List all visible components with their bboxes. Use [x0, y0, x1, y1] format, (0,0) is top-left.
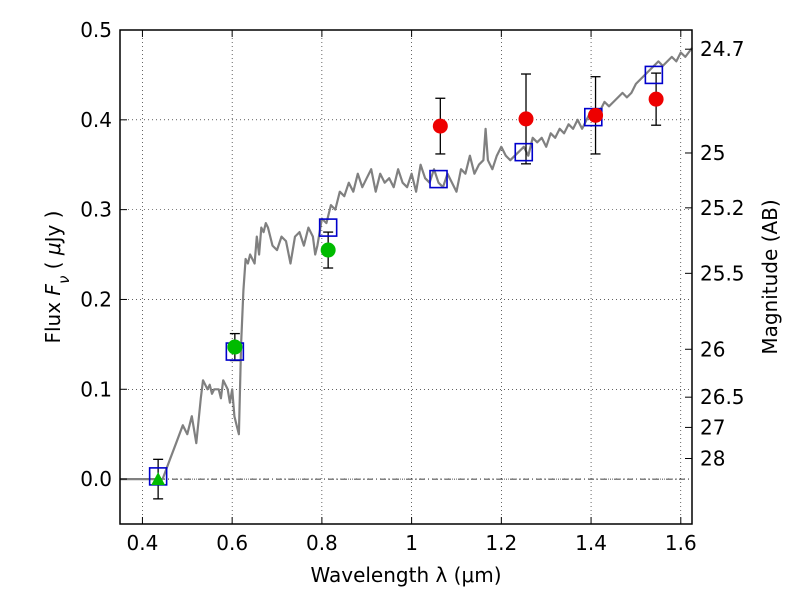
y-tick-label: 0.1 — [80, 377, 112, 401]
y-axis-title-part: μ — [41, 242, 65, 256]
magnitude-tick-label: 25.2 — [700, 196, 745, 220]
model-band-square — [514, 142, 534, 162]
y-axis-title-part: F — [41, 284, 65, 296]
x-tick-label: 0.6 — [216, 531, 248, 555]
observed-point — [518, 111, 534, 127]
y-tick-label: 0.5 — [80, 18, 112, 42]
y-tick-label: 0.2 — [80, 287, 112, 311]
observed-point — [432, 118, 448, 134]
x-tick-label: 1.2 — [485, 531, 517, 555]
data-points — [148, 65, 664, 500]
x-tick-label: 0.4 — [127, 531, 159, 555]
x-tick-label: 1.6 — [665, 531, 697, 555]
y-axis-title-part: Flux — [41, 296, 65, 344]
magnitude-tick-label: 28 — [700, 447, 725, 471]
magnitude-tick-label: 25 — [700, 141, 725, 165]
y-tick-label: 0.0 — [80, 467, 112, 491]
model-band-square — [644, 65, 664, 85]
axis-ticks — [120, 29, 692, 524]
y-axis-title: Flux Fν ( μJy ) — [41, 210, 73, 343]
observed-point — [588, 107, 604, 123]
magnitude-tick-label: 25.5 — [700, 261, 745, 285]
y-axis-title-part: Jy ) — [41, 210, 65, 244]
y-tick-label: 0.3 — [80, 198, 112, 222]
model-band-square — [318, 218, 338, 237]
x-tick-label: 1.4 — [575, 531, 607, 555]
x-axis-title: Wavelength λ (μm) — [310, 563, 501, 587]
model-band-square — [429, 169, 448, 189]
magnitude-tick-label: 26.5 — [700, 385, 745, 409]
upper-limit-triangle — [151, 472, 166, 486]
magnitude-tick-label: 24.7 — [700, 37, 745, 61]
right-axis-title: Magnitude (AB) — [758, 199, 782, 354]
observed-point — [227, 339, 243, 355]
magnitude-tick-label: 27 — [700, 415, 725, 439]
observed-point — [320, 242, 336, 258]
y-axis-title-part: ( — [41, 255, 65, 276]
model-spectrum — [120, 47, 693, 481]
y-tick-label: 0.4 — [80, 108, 112, 132]
axis-tick-labels: 0.4 0.6 0.8 1 1.2 1.4 1.6 0.0 0.1 0.2 0.3 0.4 0.5 24.… — [80, 18, 744, 555]
plot-frame — [119, 29, 693, 525]
magnitude-tick-label: 26 — [700, 337, 725, 361]
observed-point — [648, 91, 664, 107]
x-tick-label: 1 — [405, 531, 418, 555]
x-tick-label: 0.8 — [306, 531, 338, 555]
model-spectrum-line — [120, 47, 693, 481]
y-axis-title-part: ν — [55, 276, 73, 284]
